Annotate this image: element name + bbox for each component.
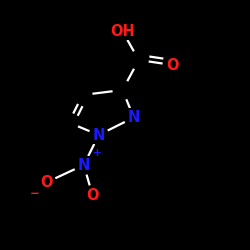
Text: OH: OH [110,24,135,39]
Text: N: N [128,110,140,125]
Text: O: O [40,175,52,190]
Text: N: N [92,128,105,142]
Text: O: O [166,58,179,72]
Text: −: − [30,187,40,200]
Text: O: O [86,188,99,202]
Text: N: N [78,158,90,172]
Text: +: + [93,148,102,158]
